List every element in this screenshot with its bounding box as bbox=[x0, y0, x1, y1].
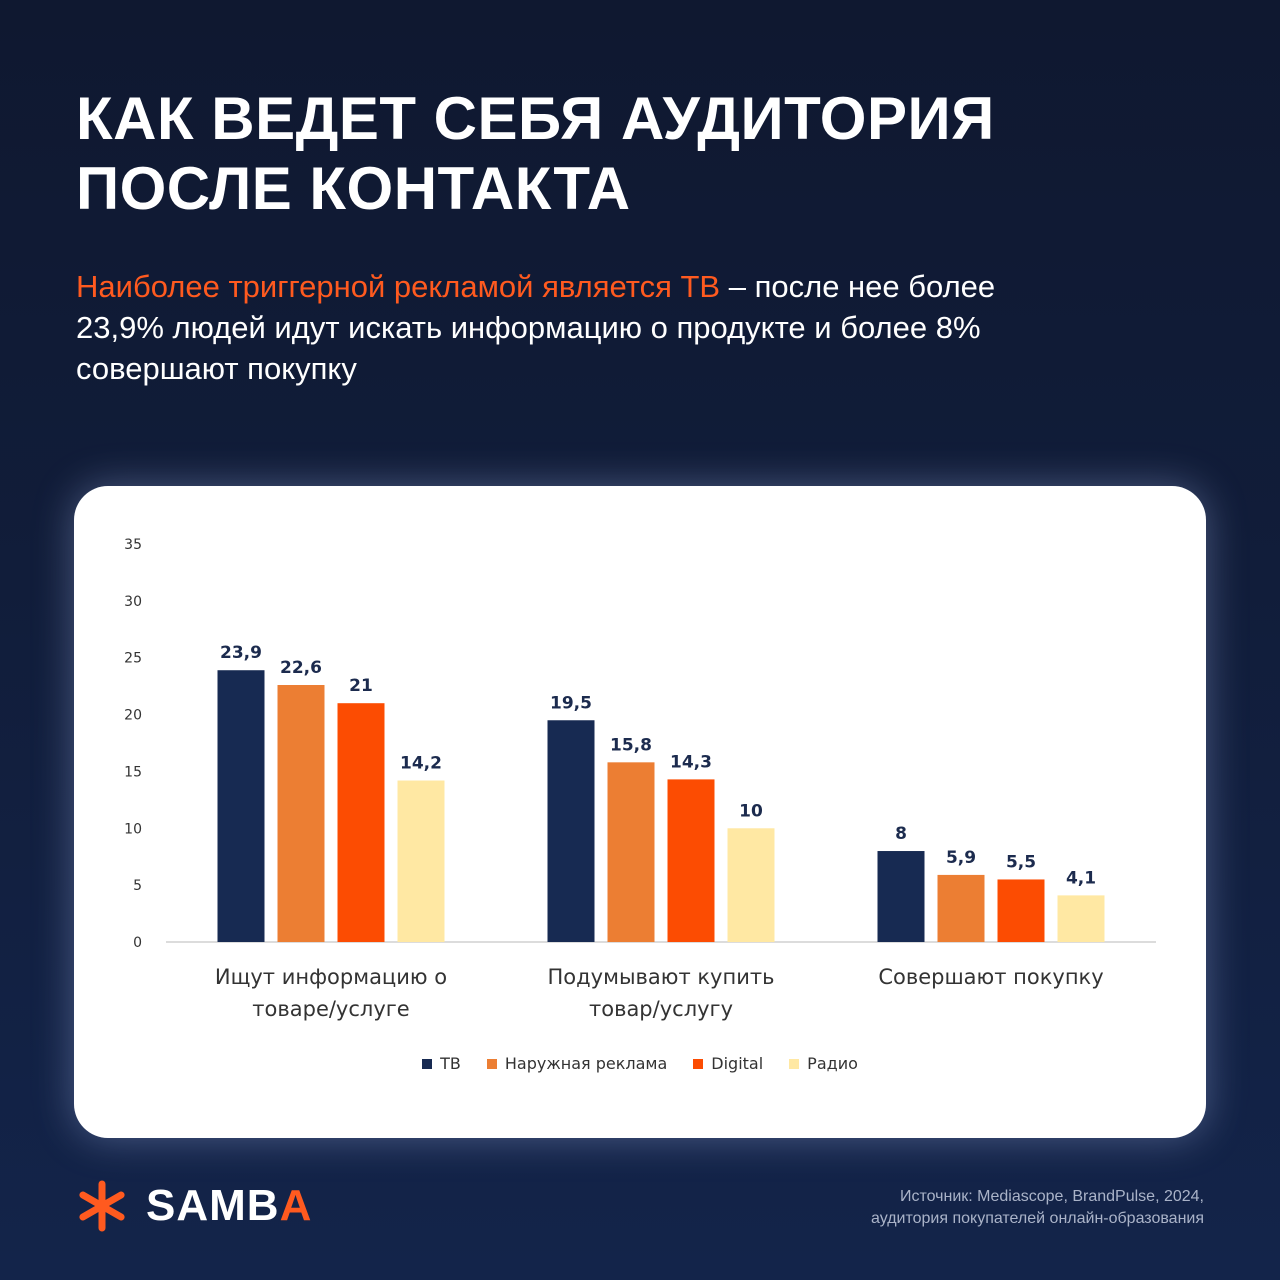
data-label: 21 bbox=[349, 676, 373, 696]
subtitle-rest: – после нее более 23,9% людей идут искат… bbox=[76, 269, 996, 386]
bar bbox=[607, 762, 655, 942]
bar bbox=[727, 828, 775, 942]
legend-label: Digital bbox=[711, 1054, 764, 1073]
legend-swatch bbox=[486, 1058, 497, 1069]
bar bbox=[667, 779, 715, 942]
y-tick-label: 0 bbox=[133, 935, 142, 951]
y-tick-label: 30 bbox=[124, 594, 142, 610]
bar bbox=[997, 879, 1045, 942]
bar bbox=[1057, 895, 1105, 942]
bar bbox=[397, 780, 445, 942]
legend-swatch bbox=[422, 1058, 433, 1069]
bar bbox=[937, 874, 985, 942]
x-category-label: Совершают покупку bbox=[878, 965, 1103, 989]
data-label: 4,1 bbox=[1066, 868, 1096, 888]
data-label: 14,2 bbox=[400, 754, 442, 774]
logo-last-letter: A bbox=[279, 1181, 313, 1230]
legend-item: Наружная реклама bbox=[486, 1054, 668, 1073]
data-label: 10 bbox=[739, 801, 763, 821]
y-tick-label: 25 bbox=[124, 651, 142, 667]
y-tick-label: 5 bbox=[133, 878, 142, 894]
legend-item: Радио bbox=[789, 1054, 858, 1073]
data-label: 19,5 bbox=[550, 693, 592, 713]
y-tick-label: 20 bbox=[124, 708, 142, 724]
legend-item: ТВ bbox=[422, 1054, 461, 1073]
bar bbox=[217, 670, 265, 942]
legend-swatch bbox=[789, 1058, 800, 1069]
subtitle-accent: Наиболее триггерной рекламой является ТВ bbox=[76, 269, 721, 304]
y-tick-label: 35 bbox=[124, 537, 142, 553]
page-title: КАК ВЕДЕТ СЕБЯ АУДИТОРИЯ ПОСЛЕ КОНТАКТА bbox=[76, 84, 1176, 224]
data-label: 8 bbox=[895, 824, 907, 844]
title-line-2: ПОСЛЕ КОНТАКТА bbox=[76, 155, 631, 222]
legend-label: ТВ bbox=[440, 1054, 461, 1073]
x-category-label: товаре/услуге bbox=[252, 997, 409, 1021]
bar bbox=[547, 720, 595, 942]
y-tick-label: 10 bbox=[124, 821, 142, 837]
y-tick-label: 15 bbox=[124, 764, 142, 780]
chart-card: 0 5 10 15 20 25 30 35 23,9 22,6 21 14,2 Ищут информа… bbox=[74, 486, 1206, 1138]
data-label: 5,5 bbox=[1006, 852, 1036, 872]
logo-wordmark: SAMBA bbox=[146, 1181, 312, 1231]
data-label: 14,3 bbox=[670, 752, 712, 772]
legend-label: Радио bbox=[807, 1054, 858, 1073]
subtitle: Наиболее триггерной рекламой является ТВ… bbox=[76, 266, 1076, 389]
chart-legend: ТВ Наружная реклама Digital Радио bbox=[74, 1054, 1206, 1073]
data-label: 15,8 bbox=[610, 735, 652, 755]
title-line-1: КАК ВЕДЕТ СЕБЯ АУДИТОРИЯ bbox=[76, 85, 995, 152]
bar bbox=[877, 851, 925, 942]
data-label: 22,6 bbox=[280, 658, 322, 678]
asterisk-icon bbox=[79, 1180, 125, 1232]
source-line-2: аудитория покупателей онлайн-образования bbox=[871, 1210, 1204, 1227]
source-line-1: Источник: Mediascope, BrandPulse, 2024, bbox=[899, 1188, 1204, 1205]
x-category-label: Подумывают купить bbox=[548, 965, 775, 989]
data-label: 23,9 bbox=[220, 643, 262, 663]
bar bbox=[277, 685, 325, 942]
legend-item: Digital bbox=[693, 1054, 763, 1073]
source-note: Источник: Mediascope, BrandPulse, 2024, … bbox=[871, 1186, 1204, 1230]
samba-logo: SAMBA bbox=[76, 1180, 312, 1232]
x-category-label: товар/услугу bbox=[589, 997, 733, 1021]
legend-swatch bbox=[693, 1058, 704, 1069]
legend-label: Наружная реклама bbox=[504, 1054, 668, 1073]
x-category-label: Ищут информацию о bbox=[215, 965, 447, 989]
logo-main: SAMB bbox=[146, 1181, 280, 1230]
data-label: 5,9 bbox=[946, 848, 976, 868]
bar bbox=[337, 703, 385, 942]
bar-chart: 0 5 10 15 20 25 30 35 23,9 22,6 21 14,2 Ищут информа… bbox=[124, 537, 1156, 1021]
